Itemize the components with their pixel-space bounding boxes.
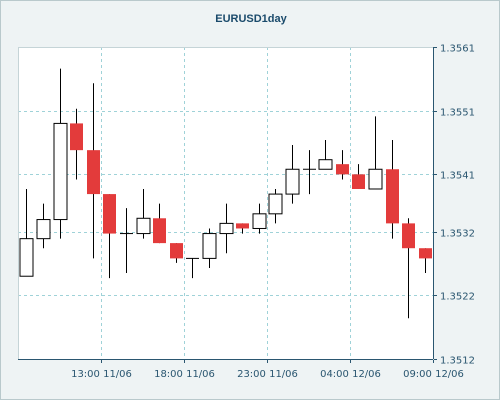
candle xyxy=(103,194,116,279)
axes: 1.3561 1.3551 1.3541 1.3532 1.3522 1.3512 13:0… xyxy=(18,44,475,380)
candle xyxy=(202,228,217,268)
candle-body-up xyxy=(219,222,234,235)
x-tick-label: 09:00 12/06 xyxy=(403,369,464,380)
candle-body-up xyxy=(252,213,267,229)
candle xyxy=(87,83,100,259)
candle-body-down xyxy=(419,248,432,259)
y-tick-label: 1.3532 xyxy=(440,229,475,240)
candle xyxy=(368,116,383,190)
candle xyxy=(303,150,316,195)
y-tick-label: 1.3551 xyxy=(440,108,475,119)
candle-body-down xyxy=(336,164,349,175)
candle-body-up xyxy=(318,159,333,170)
candle-body-up xyxy=(368,168,383,190)
candle xyxy=(53,68,68,239)
candle xyxy=(285,145,300,204)
candle xyxy=(252,203,267,234)
candle xyxy=(186,257,199,279)
candle xyxy=(419,248,432,274)
x-tick-label: 04:00 12/06 xyxy=(320,369,381,380)
candle xyxy=(36,203,51,249)
candle-body-up xyxy=(36,219,51,240)
candle-body-down xyxy=(153,218,166,244)
candle xyxy=(170,243,183,263)
plot-area xyxy=(18,47,433,359)
candle-body-down xyxy=(352,174,365,189)
candle xyxy=(402,218,415,319)
x-tick-label: 23:00 11/06 xyxy=(237,369,298,380)
candle-body-down xyxy=(402,223,415,249)
candle xyxy=(153,203,166,244)
candle xyxy=(386,139,399,239)
candle-body-up xyxy=(19,238,34,277)
y-tick-label: 1.3541 xyxy=(440,171,475,182)
candle-body-up xyxy=(202,233,217,259)
candle xyxy=(219,203,234,254)
candle-body-down xyxy=(87,150,100,195)
candle-body-down xyxy=(386,169,399,224)
candle-body-up xyxy=(53,122,68,221)
x-tick-label: 13:00 11/06 xyxy=(71,369,132,380)
y-tick-label: 1.3522 xyxy=(440,292,475,303)
y-tick-label: 1.3512 xyxy=(440,356,475,367)
candle xyxy=(268,188,283,224)
y-tick-label: 1.3561 xyxy=(440,44,475,55)
candle xyxy=(236,223,249,234)
candle-body-down xyxy=(70,123,83,151)
candle xyxy=(336,150,349,180)
candle xyxy=(352,164,365,189)
candle-body-down xyxy=(103,194,116,234)
candle-body-down xyxy=(170,243,183,259)
x-tick-label: 18:00 11/06 xyxy=(154,369,215,380)
candle xyxy=(136,188,151,239)
candle-body-up xyxy=(136,217,151,235)
candle xyxy=(19,188,34,277)
chart-title: EURUSD1day xyxy=(215,13,287,25)
candle-body-down xyxy=(236,223,249,229)
candle-body-up xyxy=(285,168,300,195)
candles xyxy=(19,68,432,319)
candle xyxy=(318,139,333,170)
candle xyxy=(70,108,83,180)
candle-body-up xyxy=(268,193,283,215)
candle xyxy=(120,208,133,274)
